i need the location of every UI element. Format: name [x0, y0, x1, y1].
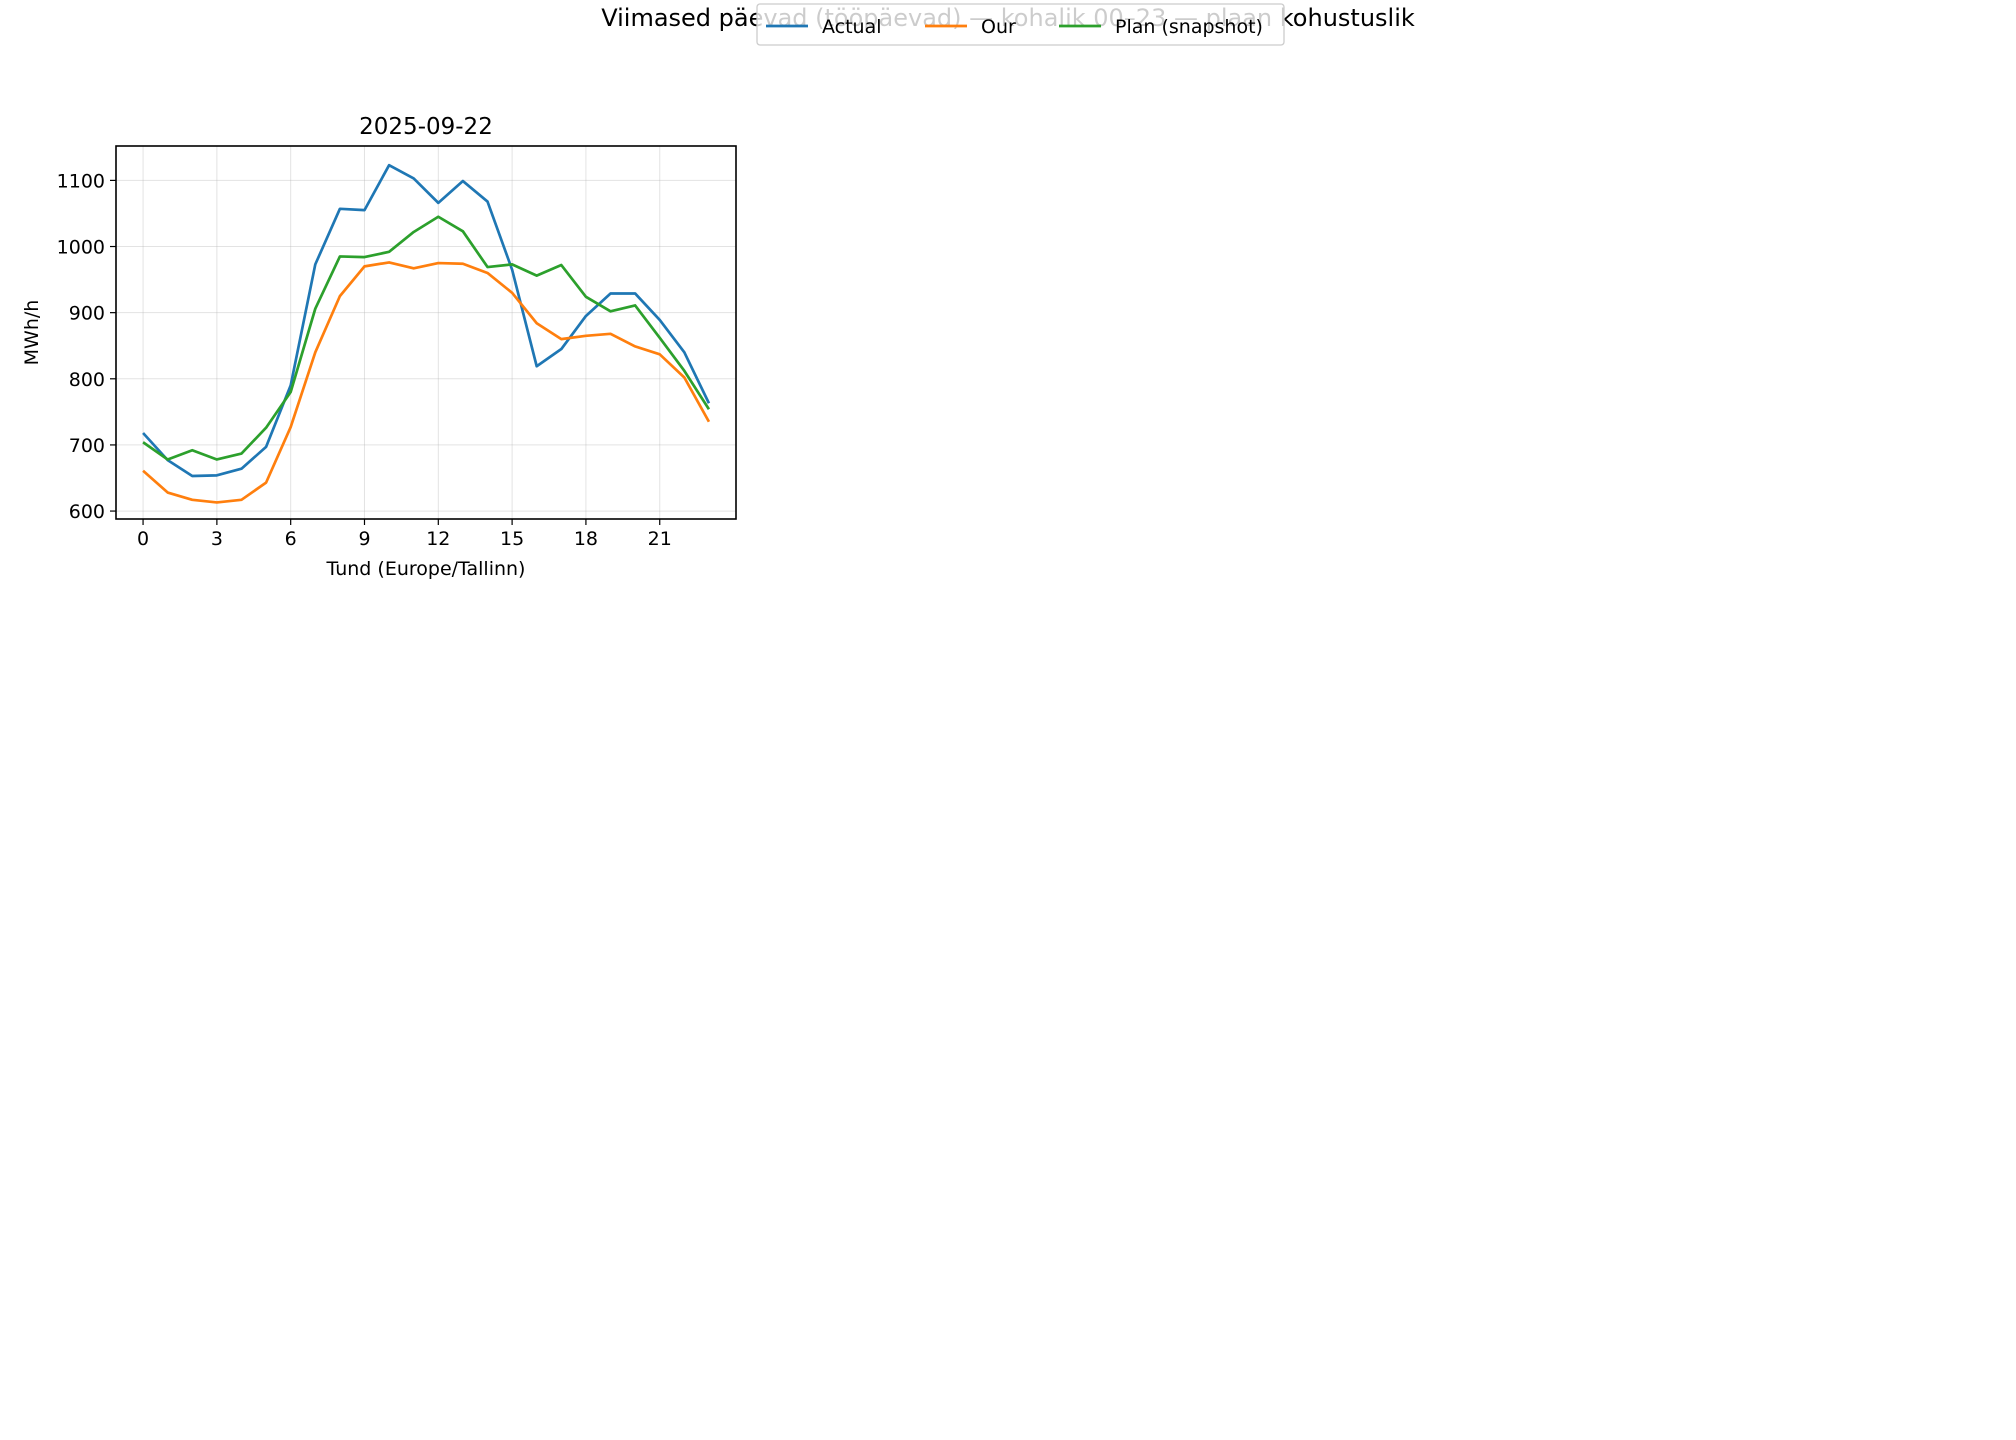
x-tick-label: 9: [358, 528, 370, 550]
x-tick-label: 3: [211, 528, 223, 550]
y-axis-label: MWh/h: [21, 300, 43, 366]
x-axis-label: Tund (Europe/Tallinn): [326, 558, 526, 580]
x-tick-label: 0: [137, 528, 149, 550]
chart-title: 2025-09-22: [359, 114, 493, 140]
legend-label: Actual: [822, 16, 882, 38]
axes-frame: [115, 145, 737, 520]
legend-label: Our: [981, 16, 1016, 38]
x-tick-label: 18: [574, 528, 598, 550]
y-tick-label: 1100: [57, 170, 105, 192]
x-tick-label: 6: [285, 528, 297, 550]
x-tick-label: 12: [426, 528, 450, 550]
series-line-actual: [142, 163, 711, 478]
x-tick-label: 15: [500, 528, 524, 550]
y-tick-label: 700: [69, 435, 105, 457]
y-tick-label: 1000: [57, 237, 105, 259]
line-chart-axes: 0 3 6 9 12 15 18 21 600 700 800 900 1000 1100 2025-09…: [21, 114, 737, 580]
series-line-plan-snapshot: [142, 215, 711, 461]
legend-frame: [756, 3, 1285, 46]
gridlines: [116, 146, 736, 519]
series-line-our: [142, 261, 711, 504]
legend: Actual Our Plan (snapshot): [756, 3, 1285, 46]
axis-ticks: 0 3 6 9 12 15 18 21 600 700 800 900 1000 1100: [57, 170, 672, 550]
y-tick-label: 600: [69, 501, 105, 523]
y-tick-label: 800: [69, 369, 105, 391]
series-lines: [142, 163, 711, 504]
legend-label: Plan (snapshot): [1115, 16, 1263, 38]
x-tick-label: 21: [648, 528, 672, 550]
y-tick-label: 900: [69, 303, 105, 325]
